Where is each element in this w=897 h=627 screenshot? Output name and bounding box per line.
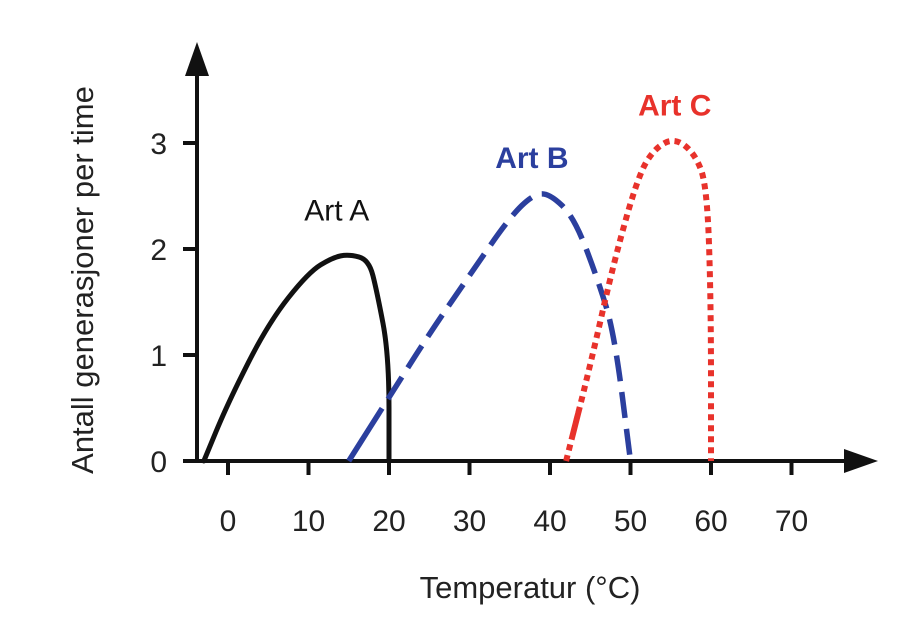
y-tick-label: 3 — [150, 128, 167, 161]
x-tick-label: 20 — [372, 505, 405, 538]
x-tick-label: 10 — [292, 505, 325, 538]
series-line-art-c — [563, 137, 714, 462]
y-tick-label: 0 — [150, 446, 167, 479]
x-axis-arrow-icon — [844, 449, 878, 473]
series-layer — [201, 137, 714, 464]
series-label-art-c: Art C — [638, 90, 711, 123]
x-tick-label: 50 — [614, 505, 647, 538]
series-line-art-a — [201, 252, 392, 464]
x-tick-label: 0 — [220, 505, 237, 538]
y-tick-label: 2 — [150, 234, 167, 267]
series-label-art-b: Art B — [495, 142, 568, 175]
x-tick-label: 60 — [694, 505, 727, 538]
y-tick-label: 1 — [150, 340, 167, 373]
y-axis-title: Antall generasjoner per time — [65, 86, 100, 474]
axes: 0 10 20 30 40 50 60 70 0 1 2 3 — [150, 42, 878, 538]
y-axis-arrow-icon — [185, 42, 209, 76]
labels-layer: Art A Art B Art C — [304, 90, 711, 228]
x-tick-label: 40 — [533, 505, 566, 538]
series-label-art-a: Art A — [304, 194, 369, 227]
series-line-art-b — [346, 191, 634, 463]
x-tick-label: 70 — [775, 505, 808, 538]
x-tick-label: 30 — [453, 505, 486, 538]
x-axis-title: Temperatur (°C) — [420, 570, 641, 605]
